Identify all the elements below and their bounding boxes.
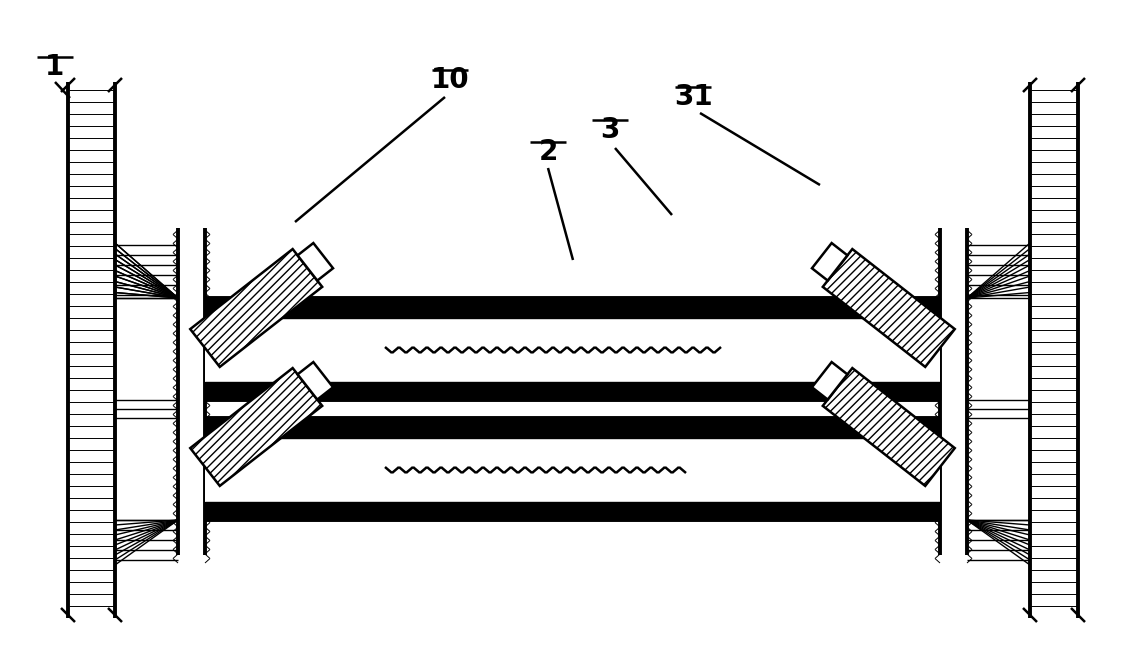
Text: 1: 1 [46,53,64,81]
Bar [205,382,940,400]
Bar [205,502,940,520]
Polygon shape [297,243,333,280]
Text: 10: 10 [430,66,469,94]
Text: 3: 3 [601,116,620,144]
Bar [205,298,940,318]
Bar [205,438,940,502]
Bar [205,318,940,382]
Polygon shape [190,368,323,486]
Text: 31: 31 [674,83,713,111]
Polygon shape [823,249,955,367]
Polygon shape [297,362,333,400]
Polygon shape [812,243,848,280]
Polygon shape [812,362,848,400]
Text: 2: 2 [539,138,557,166]
Polygon shape [190,249,323,367]
Polygon shape [823,368,955,486]
Bar [205,418,940,438]
